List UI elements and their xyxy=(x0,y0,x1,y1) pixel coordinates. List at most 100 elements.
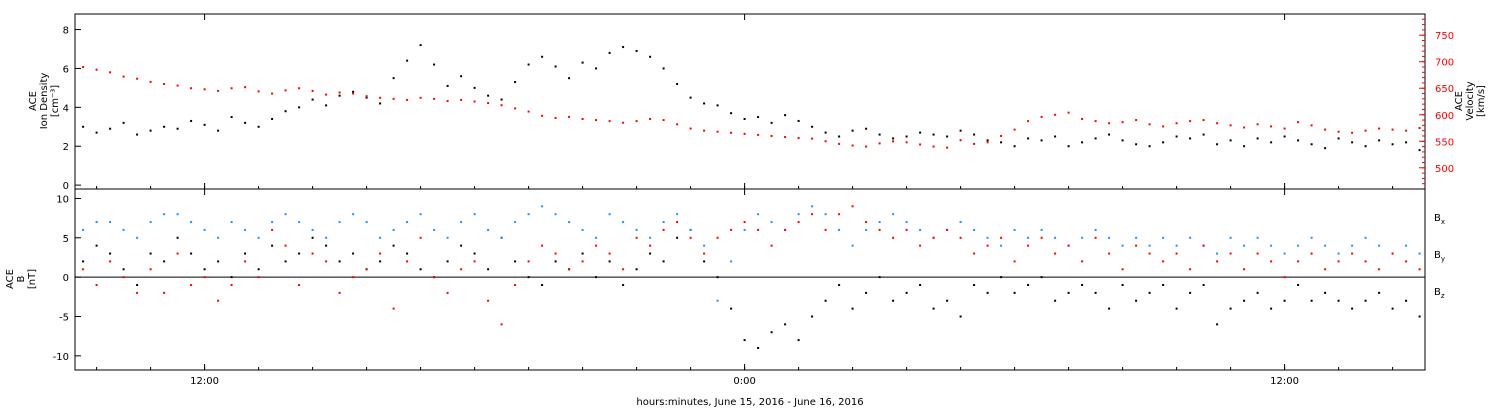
by-point xyxy=(1162,236,1165,239)
velocity-point xyxy=(1391,128,1394,131)
bz-point xyxy=(1175,252,1178,255)
bz-point xyxy=(703,252,706,255)
bz-point xyxy=(473,260,476,263)
velocity-point xyxy=(1297,121,1300,124)
bz-point xyxy=(1243,268,1246,271)
bz-point xyxy=(365,268,368,271)
by-point xyxy=(1027,236,1030,239)
by-point xyxy=(905,221,908,224)
bx-point xyxy=(244,252,247,255)
density-point xyxy=(541,55,544,58)
velocity-point xyxy=(1243,126,1246,129)
velocity-point xyxy=(1027,120,1030,123)
velocity-point xyxy=(1324,128,1327,131)
density-point xyxy=(838,135,841,138)
by-point xyxy=(1243,244,1246,247)
by-point xyxy=(419,213,422,216)
bz-point xyxy=(581,260,584,263)
by-point xyxy=(878,221,881,224)
bx-point xyxy=(1081,284,1084,287)
density-point xyxy=(1040,139,1043,142)
bx-point xyxy=(1364,299,1367,302)
velocity-point xyxy=(784,136,787,139)
bx-point xyxy=(446,260,449,263)
density-point xyxy=(271,118,274,120)
bx-point xyxy=(325,244,328,247)
bz-point xyxy=(1391,252,1394,255)
velocity-point xyxy=(1364,129,1367,132)
density-point xyxy=(986,139,989,142)
axis-label-line: Ion Density xyxy=(39,73,50,130)
bz-point xyxy=(352,276,355,279)
bz-point xyxy=(973,252,976,255)
bz-point xyxy=(1040,236,1043,239)
velocity-point xyxy=(1378,127,1381,130)
density-axis: 0 2 4 6 8 xyxy=(63,26,81,192)
bz-point xyxy=(1121,268,1124,271)
bz-point xyxy=(676,221,679,224)
bz-point xyxy=(1337,260,1340,263)
density-point xyxy=(1121,139,1124,142)
velocity-point xyxy=(986,141,989,144)
bz-point xyxy=(1405,260,1408,263)
density-point xyxy=(109,127,112,130)
velocity-point xyxy=(284,89,287,92)
bx-point xyxy=(581,252,584,255)
density-point xyxy=(1229,139,1232,142)
bx-point xyxy=(676,236,679,239)
bx-point xyxy=(635,268,638,271)
bz-point xyxy=(824,228,827,231)
bx-point xyxy=(959,315,962,318)
bx-point xyxy=(1310,299,1313,302)
velocity-point xyxy=(527,110,530,113)
bx-point xyxy=(379,260,382,263)
bz-point xyxy=(379,252,382,255)
bz-point xyxy=(608,252,611,255)
velocity-point xyxy=(622,121,625,124)
bx-point xyxy=(1351,307,1354,310)
bx-point xyxy=(1378,291,1381,294)
bx-point xyxy=(1256,291,1259,294)
by-point xyxy=(1405,244,1408,247)
legend-item-x: Bx xyxy=(1434,213,1445,226)
bz-point xyxy=(1094,236,1097,239)
bx-point xyxy=(163,260,166,263)
bz-point xyxy=(757,228,760,231)
velocity-point xyxy=(230,87,233,90)
bz-point xyxy=(865,221,868,224)
velocity-point xyxy=(770,134,773,137)
density-axis-label: ACE Ion Density [cm⁻³] xyxy=(28,73,61,130)
density-point xyxy=(190,119,193,122)
bx-point xyxy=(176,236,179,239)
density-point xyxy=(311,98,314,101)
b-field-tick-label: -5 xyxy=(59,312,69,323)
velocity-point xyxy=(1229,124,1232,127)
bz-point xyxy=(257,276,260,279)
density-point xyxy=(1067,145,1070,148)
density-point xyxy=(946,135,949,138)
bx-point xyxy=(878,276,881,279)
legend-main: B xyxy=(1434,250,1441,261)
velocity-point xyxy=(1148,123,1151,126)
axis-label-line: ACE xyxy=(5,269,16,289)
density-point xyxy=(1054,135,1057,138)
bx-point xyxy=(1054,299,1057,302)
bz-point xyxy=(460,268,463,271)
legend-main: B xyxy=(1434,213,1441,224)
velocity-point xyxy=(352,92,355,95)
density-point xyxy=(122,121,125,124)
density-point xyxy=(1216,143,1219,146)
density-tick-label: 4 xyxy=(63,103,69,114)
density-point xyxy=(1135,143,1138,146)
by-point xyxy=(136,236,139,239)
bz-point xyxy=(878,228,881,231)
bx-point xyxy=(1027,284,1030,287)
bx-point xyxy=(757,346,760,349)
density-point xyxy=(1000,141,1003,144)
velocity-point xyxy=(1202,119,1205,122)
b-field-tick-label: -10 xyxy=(53,352,69,363)
velocity-point xyxy=(932,145,935,148)
velocity-point xyxy=(1013,128,1016,131)
